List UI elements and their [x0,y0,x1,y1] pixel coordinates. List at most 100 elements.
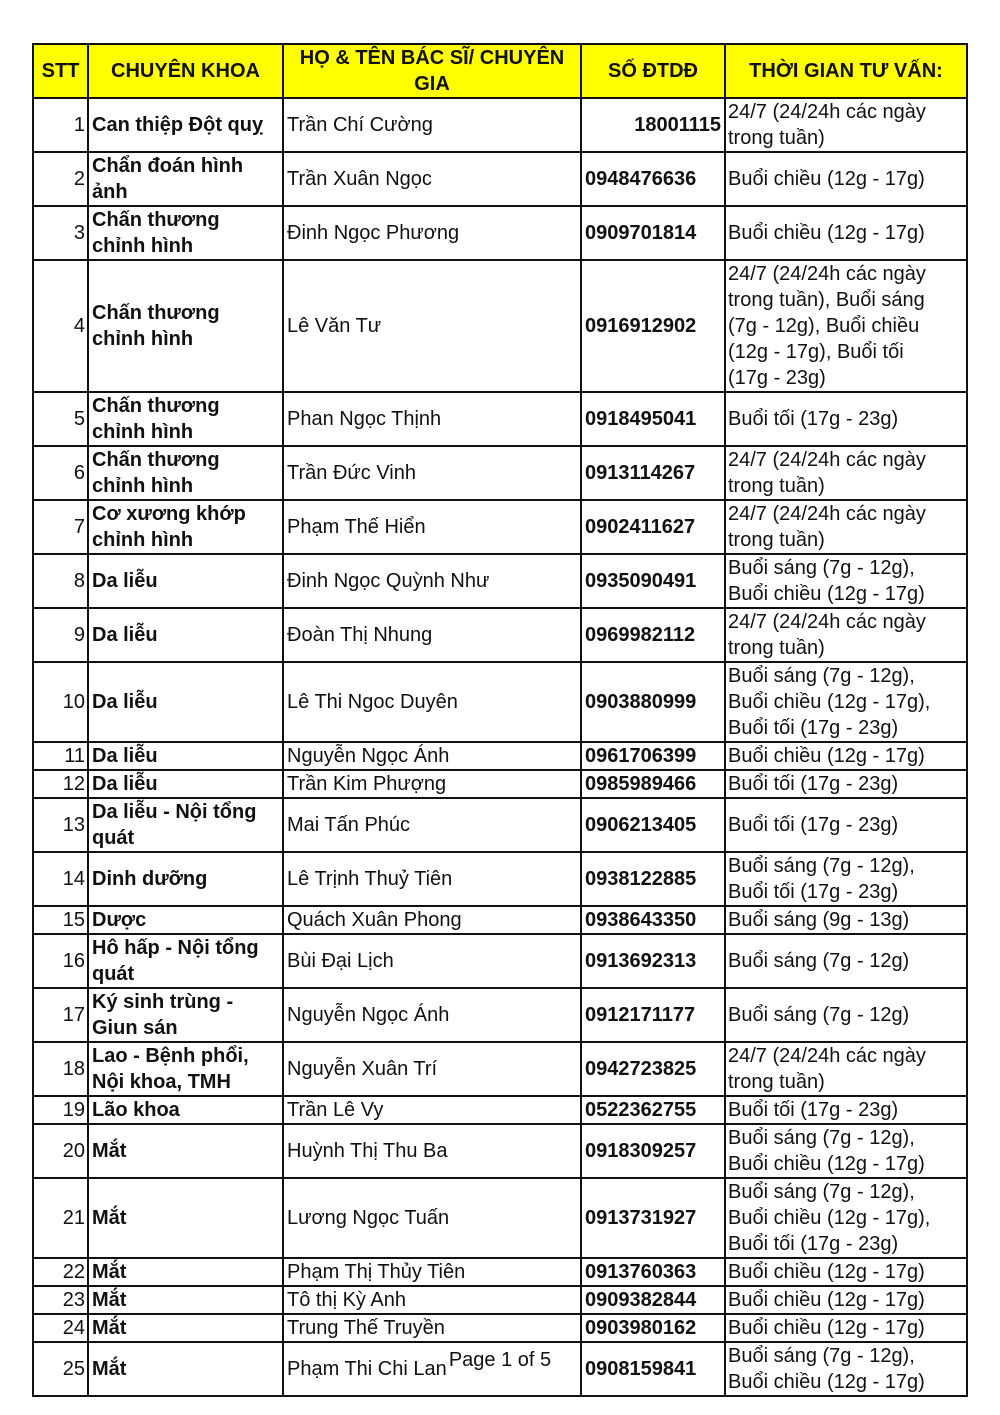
specialty-cell: Mắt [87,1123,284,1179]
consult-time-cell: 24/7 (24/24h các ngày trong tuần) [724,607,968,663]
stt-cell: 8 [32,553,89,609]
doctor-name-cell: Phạm Thi Chi Lan [282,1341,582,1397]
specialty-cell: Da liễu [87,769,284,799]
stt-cell: 9 [32,607,89,663]
doctor-name-cell: Phạm Thị Thủy Tiên [282,1257,582,1287]
doctor-name-cell: Đinh Ngọc Phương [282,205,582,261]
table-row: 17 Ký sinh trùng - Giun sán Nguyễn Ngọc Án… [32,987,968,1043]
consult-time-cell: Buổi sáng (7g - 12g), Buổi tối (17g - 23… [724,851,968,907]
stt-cell: 11 [32,741,89,771]
phone-cell: 0912171177 [580,987,726,1043]
consult-time-cell: Buổi chiều (12g - 17g) [724,1313,968,1343]
specialty-cell: Cơ xương khớp chỉnh hình [87,499,284,555]
table-row: 24 Mắt Trung Thế Truyền 0903980162 Buổi chiề… [32,1313,968,1343]
stt-cell: 2 [32,151,89,207]
doctor-name-cell: Lê Trịnh Thuỷ Tiên [282,851,582,907]
consult-time-cell: Buổi sáng (9g - 13g) [724,905,968,935]
doctor-name-cell: Phan Ngọc Thịnh [282,391,582,447]
specialty-cell: Da liễu [87,607,284,663]
consult-time-cell: 24/7 (24/24h các ngày trong tuần) [724,499,968,555]
doctor-name-cell: Bùi Đại Lịch [282,933,582,989]
stt-cell: 22 [32,1257,89,1287]
stt-cell: 19 [32,1095,89,1125]
doctor-name-cell: Phạm Thế Hiển [282,499,582,555]
specialty-cell: Chấn thương chỉnh hình [87,259,284,393]
phone-cell: 0985989466 [580,769,726,799]
specialty-cell: Mắt [87,1177,284,1259]
table-row: 18 Lao - Bệnh phổi, Nội khoa, TMH Nguyễn X… [32,1041,968,1097]
doctor-table: STT CHUYÊN KHOA HỌ & TÊN BÁC SĨ/ CHUYÊN … [32,43,968,1397]
consult-time-cell: Buổi sáng (7g - 12g), Buổi chiều (12g - … [724,661,968,743]
specialty-cell: Chấn thương chỉnh hình [87,445,284,501]
header-specialty: CHUYÊN KHOA [87,43,284,99]
consult-time-cell: Buổi tối (17g - 23g) [724,769,968,799]
consult-time-cell: Buổi chiều (12g - 17g) [724,151,968,207]
phone-cell: 0913114267 [580,445,726,501]
table-row: 25 Mắt Phạm Thi Chi Lan 0908159841 Buổi sáng… [32,1341,968,1397]
specialty-cell: Ký sinh trùng - Giun sán [87,987,284,1043]
doctor-name-cell: Lê Văn Tư [282,259,582,393]
specialty-cell: Da liễu [87,661,284,743]
doctor-name-cell: Trần Chí Cường [282,97,582,153]
specialty-cell: Mắt [87,1313,284,1343]
specialty-cell: Can thiệp Đột quỵ [87,97,284,153]
phone-cell: 0969982112 [580,607,726,663]
doctor-name-cell: Trần Kim Phượng [282,769,582,799]
stt-cell: 5 [32,391,89,447]
header-stt: STT [32,43,89,99]
table-row: 3 Chấn thương chỉnh hình Đinh Ngọc Phương 0… [32,205,968,261]
consult-time-cell: 24/7 (24/24h các ngày trong tuần) [724,1041,968,1097]
doctor-name-cell: Quách Xuân Phong [282,905,582,935]
phone-cell: 0522362755 [580,1095,726,1125]
specialty-cell: Chấn thương chỉnh hình [87,391,284,447]
table-row: 12 Da liễu Trần Kim Phượng 0985989466 Buổi t… [32,769,968,799]
table-row: 7 Cơ xương khớp chỉnh hình Phạm Thế Hiển 09… [32,499,968,555]
stt-cell: 12 [32,769,89,799]
header-row: STT CHUYÊN KHOA HỌ & TÊN BÁC SĨ/ CHUYÊN … [32,43,968,99]
phone-cell: 0913692313 [580,933,726,989]
phone-cell: 0938122885 [580,851,726,907]
specialty-cell: Chẩn đoán hình ảnh [87,151,284,207]
table-row: 11 Da liễu Nguyễn Ngọc Ánh 0961706399 Buổi c… [32,741,968,771]
specialty-cell: Mắt [87,1285,284,1315]
doctor-name-cell: Mai Tấn Phúc [282,797,582,853]
table-row: 20 Mắt Huỳnh Thị Thu Ba 0918309257 Buổi sáng… [32,1123,968,1179]
page-number: Page 1 of 5 [448,1349,552,1371]
consult-time-cell: Buổi sáng (7g - 12g) [724,933,968,989]
phone-cell: 0913731927 [580,1177,726,1259]
phone-cell: 0935090491 [580,553,726,609]
consult-time-cell: Buổi chiều (12g - 17g) [724,1285,968,1315]
table-row: 16 Hô hấp - Nội tổng quát Bùi Đại Lịch 0913… [32,933,968,989]
table-row: 5 Chấn thương chỉnh hình Phan Ngọc Thịnh 09… [32,391,968,447]
table-row: 23 Mắt Tô thị Kỳ Anh 0909382844 Buổi chiều (… [32,1285,968,1315]
header-doctor-name: HỌ & TÊN BÁC SĨ/ CHUYÊN GIA [282,43,582,99]
consult-time-cell: 24/7 (24/24h các ngày trong tuần) [724,445,968,501]
table-row: 4 Chấn thương chỉnh hình Lê Văn Tư 09169129… [32,259,968,393]
specialty-cell: Da liễu [87,741,284,771]
stt-cell: 1 [32,97,89,153]
phone-cell: 0913760363 [580,1257,726,1287]
table-row: 1 Can thiệp Đột quỵ Trần Chí Cường 18001115… [32,97,968,153]
phone-cell: 0903980162 [580,1313,726,1343]
header-phone: SỐ ĐTDĐ [580,43,726,99]
phone-cell: 0902411627 [580,499,726,555]
stt-cell: 14 [32,851,89,907]
consult-time-cell: Buổi chiều (12g - 17g) [724,741,968,771]
doctor-name-cell: Đinh Ngọc Quỳnh Như [282,553,582,609]
stt-cell: 15 [32,905,89,935]
consult-time-cell: Buổi sáng (7g - 12g), Buổi chiều (12g - … [724,1177,968,1259]
stt-cell: 7 [32,499,89,555]
specialty-cell: Da liễu [87,553,284,609]
table-row: 13 Da liễu - Nội tổng quát Mai Tấn Phúc 090… [32,797,968,853]
table-row: 2 Chẩn đoán hình ảnh Trần Xuân Ngọc 0948476… [32,151,968,207]
consult-time-cell: Buổi tối (17g - 23g) [724,797,968,853]
table-row: 19 Lão khoa Trần Lê Vy 0522362755 Buổi tối (… [32,1095,968,1125]
table-row: 10 Da liễu Lê Thi Ngoc Duyên 0903880999 Buổi… [32,661,968,743]
stt-cell: 10 [32,661,89,743]
consult-time-cell: Buổi tối (17g - 23g) [724,1095,968,1125]
consult-time-cell: Buổi sáng (7g - 12g) [724,987,968,1043]
phone-cell: 0942723825 [580,1041,726,1097]
table-row: 6 Chấn thương chỉnh hình Trần Đức Vinh 0913… [32,445,968,501]
phone-cell: 0961706399 [580,741,726,771]
table-row: 8 Da liễu Đinh Ngọc Quỳnh Như 0935090491 Buổ… [32,553,968,609]
